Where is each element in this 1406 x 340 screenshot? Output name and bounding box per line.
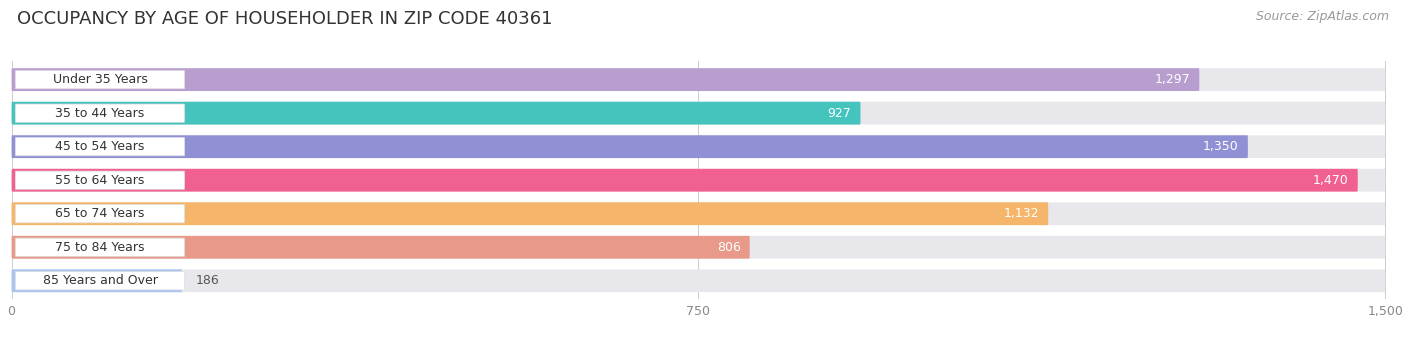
FancyBboxPatch shape [11, 236, 749, 259]
FancyBboxPatch shape [11, 102, 860, 124]
Text: 1,350: 1,350 [1204, 140, 1239, 153]
FancyBboxPatch shape [11, 269, 1385, 292]
Text: 45 to 54 Years: 45 to 54 Years [55, 140, 145, 153]
FancyBboxPatch shape [15, 70, 184, 89]
FancyBboxPatch shape [15, 205, 184, 223]
Text: 55 to 64 Years: 55 to 64 Years [55, 174, 145, 187]
Text: 35 to 44 Years: 35 to 44 Years [55, 107, 145, 120]
Text: 186: 186 [195, 274, 219, 287]
FancyBboxPatch shape [11, 102, 1385, 124]
Text: 65 to 74 Years: 65 to 74 Years [55, 207, 145, 220]
FancyBboxPatch shape [11, 68, 1199, 91]
Text: 85 Years and Over: 85 Years and Over [42, 274, 157, 287]
Text: 1,297: 1,297 [1154, 73, 1191, 86]
FancyBboxPatch shape [15, 104, 184, 122]
FancyBboxPatch shape [15, 272, 184, 290]
FancyBboxPatch shape [11, 169, 1358, 192]
Text: OCCUPANCY BY AGE OF HOUSEHOLDER IN ZIP CODE 40361: OCCUPANCY BY AGE OF HOUSEHOLDER IN ZIP C… [17, 10, 553, 28]
FancyBboxPatch shape [11, 135, 1385, 158]
FancyBboxPatch shape [15, 138, 184, 156]
Text: 1,132: 1,132 [1004, 207, 1039, 220]
Text: Source: ZipAtlas.com: Source: ZipAtlas.com [1256, 10, 1389, 23]
FancyBboxPatch shape [11, 202, 1385, 225]
FancyBboxPatch shape [11, 169, 1385, 192]
FancyBboxPatch shape [11, 202, 1049, 225]
FancyBboxPatch shape [11, 68, 1385, 91]
Text: 1,470: 1,470 [1313, 174, 1348, 187]
FancyBboxPatch shape [15, 238, 184, 256]
FancyBboxPatch shape [11, 135, 1249, 158]
FancyBboxPatch shape [15, 171, 184, 189]
Text: Under 35 Years: Under 35 Years [52, 73, 148, 86]
Text: 806: 806 [717, 241, 741, 254]
Text: 75 to 84 Years: 75 to 84 Years [55, 241, 145, 254]
FancyBboxPatch shape [11, 236, 1385, 259]
FancyBboxPatch shape [11, 269, 181, 292]
Text: 927: 927 [828, 107, 852, 120]
